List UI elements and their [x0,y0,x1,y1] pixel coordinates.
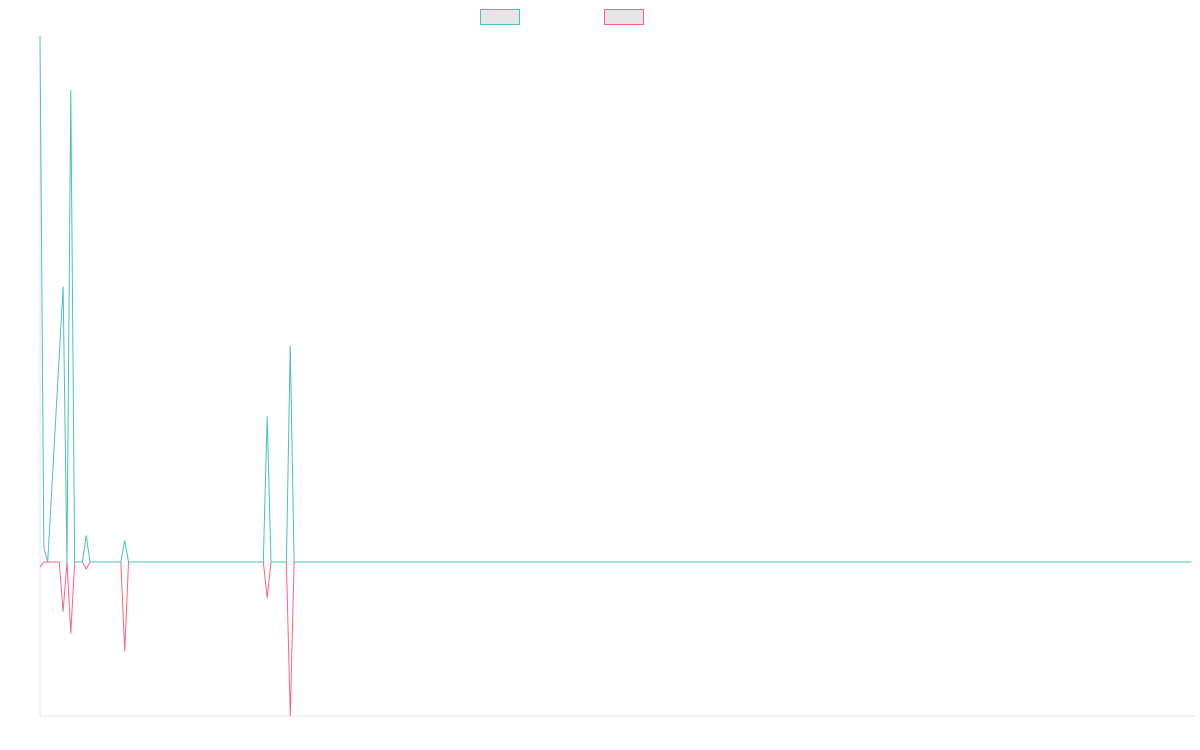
legend [0,9,1200,27]
legend-swatch-series-2 [604,9,644,25]
series-line-2 [39,561,1192,717]
legend-item-series-1[interactable] [480,9,526,25]
legend-swatch-series-1 [480,9,520,25]
series-line-1 [39,35,1192,563]
legend-item-series-2[interactable] [604,9,650,25]
